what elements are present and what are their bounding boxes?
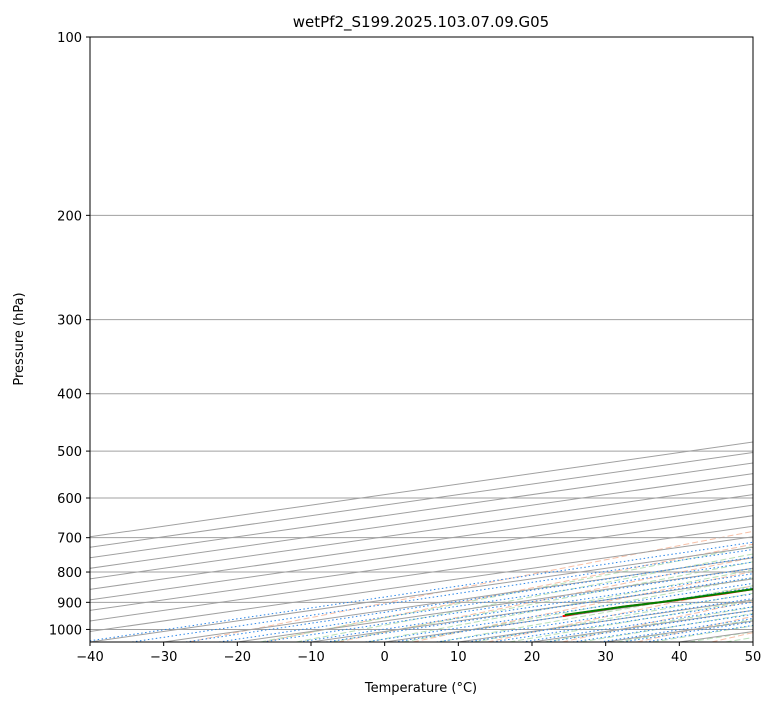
background-lines: [90, 37, 753, 642]
x-tick-label: 20: [524, 650, 541, 665]
y-tick-label: 200: [57, 209, 82, 224]
y-tick-label: 300: [57, 314, 82, 329]
isotherm: [90, 536, 753, 632]
moist-adiabat: [403, 577, 753, 642]
y-tick-label: 700: [57, 532, 82, 547]
y-tick-label: 100: [57, 31, 82, 46]
x-tick-label: 10: [450, 650, 467, 665]
y-tick-label: 500: [57, 445, 82, 460]
isotherm: [90, 483, 753, 580]
moist-adiabat: [473, 592, 753, 642]
moist-adiabat: [331, 561, 753, 642]
moist-adiabat: [367, 569, 753, 642]
x-tick-label: −40: [76, 650, 103, 665]
mixing-ratio-line: [365, 582, 753, 642]
x-tick-label: 30: [597, 650, 614, 665]
isotherm: [90, 473, 753, 569]
y-tick-label: 400: [57, 388, 82, 403]
y-tick-label: 600: [57, 492, 82, 507]
dry-adiabat: [263, 543, 753, 642]
isotherm: [90, 504, 753, 601]
x-tick-label: −30: [150, 650, 177, 665]
y-tick-label: 800: [57, 566, 82, 581]
axes: −40 −30 −20 −10 0 10 20 30 40 50 1000 900 800 700 600 5…: [49, 31, 761, 665]
y-tick-label: 1000: [49, 623, 82, 638]
isotherm: [90, 515, 753, 611]
mixing-ratio-line: [467, 598, 753, 642]
x-tick-label: 40: [671, 650, 688, 665]
mixing-ratio-line: [185, 556, 753, 642]
plot-frame: [89, 36, 754, 643]
x-tick-label: 50: [745, 650, 762, 665]
isotherm: [90, 525, 753, 622]
isotherm: [90, 462, 753, 559]
x-tick-label: −20: [224, 650, 251, 665]
isotherm: [90, 452, 753, 548]
mixing-ratio-line: [394, 587, 753, 642]
y-axis-label: Pressure (hPa): [12, 292, 27, 385]
x-tick-label: −10: [297, 650, 324, 665]
dry-adiabat: [487, 585, 753, 642]
x-tick-label: 0: [381, 650, 389, 665]
mixing-ratio-line: [436, 593, 753, 642]
y-tick-label: 900: [57, 596, 82, 611]
moist-adiabat: [260, 545, 753, 642]
x-axis-label: Temperature (°C): [364, 681, 477, 696]
chart-title: wetPf2_S199.2025.103.07.09.G05: [293, 13, 549, 32]
isotherm: [90, 494, 753, 590]
dry-adiabat: [338, 557, 753, 642]
